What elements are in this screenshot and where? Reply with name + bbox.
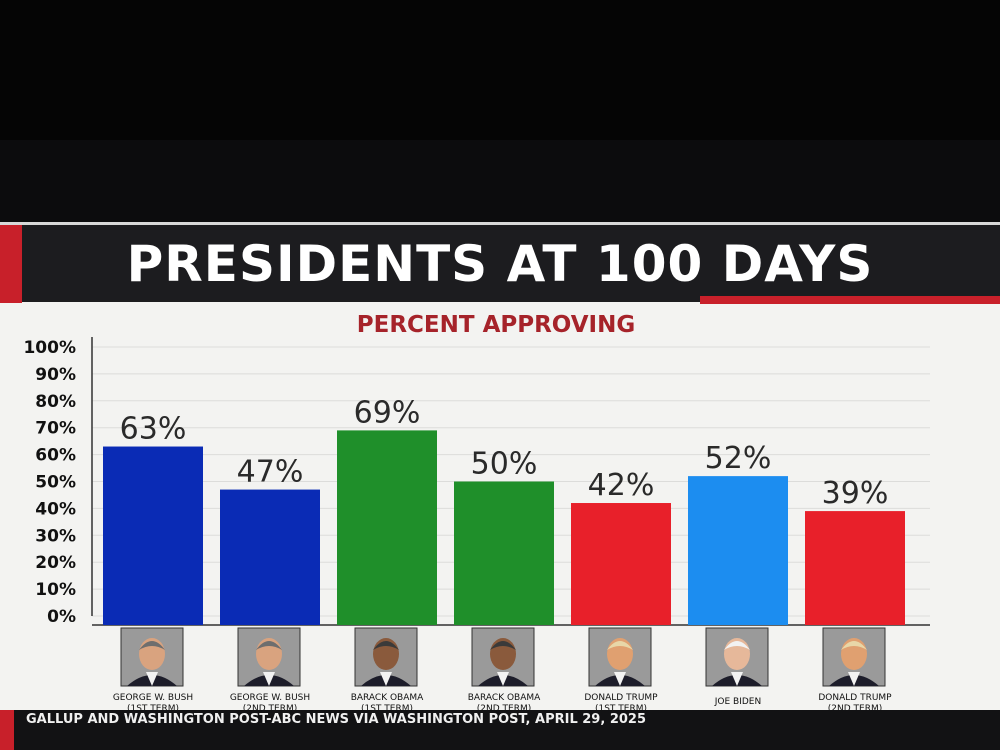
background-dark-top xyxy=(0,0,1000,140)
y-tick-label: 0% xyxy=(47,607,76,627)
bar xyxy=(571,503,671,625)
chart-subtitle: PERCENT APPROVING xyxy=(356,312,636,338)
category-label: JOE BIDEN xyxy=(714,697,761,707)
background-dark-band xyxy=(0,140,1000,222)
bar-value-label: 47% xyxy=(237,455,304,490)
bar xyxy=(220,489,320,625)
bars xyxy=(103,430,905,625)
y-tick-label: 90% xyxy=(35,365,76,385)
y-tick-label: 50% xyxy=(35,473,76,493)
bar-value-label: 39% xyxy=(822,476,889,511)
y-axis-ticks: 0% 10% 20% 30% 40% 50% 60% 70% 80% 90% 100% xyxy=(23,338,76,627)
category-label: (1ST TERM) xyxy=(127,704,179,710)
title-accent-left xyxy=(0,225,22,303)
category-label: (2ND TERM) xyxy=(828,704,882,710)
category-label: (2ND TERM) xyxy=(477,704,531,710)
category-label: DONALD TRUMP xyxy=(818,693,892,703)
tv-screen: PRESIDENTS AT 100 DAYS PERCENT APPROVING… xyxy=(0,222,1000,750)
portrait-bush-icon xyxy=(120,627,184,687)
portrait-biden-icon xyxy=(705,627,769,687)
portraits xyxy=(120,627,886,687)
category-label: (1ST TERM) xyxy=(595,704,647,710)
bar xyxy=(688,476,788,625)
bar-value-label: 69% xyxy=(354,395,421,430)
category-label: BARACK OBAMA xyxy=(468,693,541,703)
bar-value-label: 63% xyxy=(120,412,187,447)
y-tick-label: 100% xyxy=(23,338,76,358)
bar-value-label: 42% xyxy=(588,468,655,503)
title-accent-right xyxy=(700,296,1000,304)
y-tick-label: 10% xyxy=(35,580,76,600)
source-accent xyxy=(0,710,14,750)
bar-value-label: 50% xyxy=(471,447,538,482)
title-bar: PRESIDENTS AT 100 DAYS xyxy=(0,222,1000,303)
portrait-trump-icon xyxy=(822,627,886,687)
category-label: (1ST TERM) xyxy=(361,704,413,710)
bar xyxy=(805,511,905,625)
y-tick-label: 30% xyxy=(35,526,76,546)
portrait-obama-icon xyxy=(354,627,418,687)
y-tick-label: 80% xyxy=(35,392,76,412)
bar-chart: 0% 10% 20% 30% 40% 50% 60% 70% 80% 90% 100% 63% 47%… xyxy=(23,337,930,710)
y-tick-label: 70% xyxy=(35,419,76,439)
y-tick-label: 20% xyxy=(35,553,76,573)
chart-title: PRESIDENTS AT 100 DAYS xyxy=(126,235,874,293)
bar xyxy=(103,446,203,625)
y-tick-label: 40% xyxy=(35,499,76,519)
category-label: GEORGE W. BUSH xyxy=(113,693,193,703)
category-label: DONALD TRUMP xyxy=(584,693,658,703)
bar-value-label: 52% xyxy=(705,441,772,476)
source-text: GALLUP AND WASHINGTON POST-ABC NEWS VIA … xyxy=(26,712,646,727)
category-label: BARACK OBAMA xyxy=(351,693,424,703)
bar xyxy=(337,430,437,625)
portrait-bush-icon xyxy=(237,627,301,687)
portrait-obama-icon xyxy=(471,627,535,687)
source-bar: GALLUP AND WASHINGTON POST-ABC NEWS VIA … xyxy=(0,710,1000,750)
bar-value-labels: 63% 47% 69% 50% 42% 52% 39% xyxy=(120,395,889,511)
bar xyxy=(454,481,554,625)
category-label: GEORGE W. BUSH xyxy=(230,693,310,703)
y-tick-label: 60% xyxy=(35,446,76,466)
category-label: (2ND TERM) xyxy=(243,704,297,710)
category-labels: GEORGE W. BUSH(1ST TERM)GEORGE W. BUSH(2… xyxy=(113,693,892,710)
portrait-trump-icon xyxy=(588,627,652,687)
